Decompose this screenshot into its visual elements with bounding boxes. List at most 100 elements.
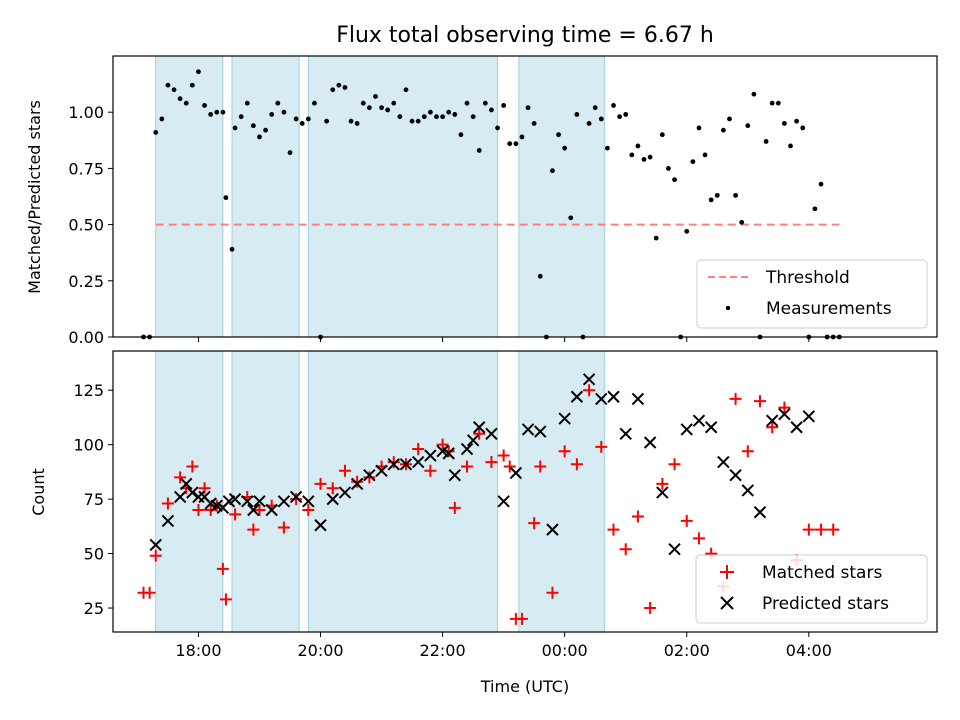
matched-star-point bbox=[277, 521, 290, 534]
measurement-point bbox=[342, 85, 348, 90]
matched-star-point bbox=[607, 523, 620, 536]
measurement-point bbox=[653, 235, 659, 241]
measurement-point bbox=[568, 215, 574, 221]
matched-star-point bbox=[595, 440, 608, 453]
measurement-point bbox=[446, 109, 452, 115]
measurement-point bbox=[348, 118, 354, 124]
measurement-point bbox=[257, 134, 262, 140]
measurement-point bbox=[275, 100, 281, 106]
measurement-point bbox=[452, 112, 458, 117]
measurement-point bbox=[336, 82, 342, 88]
predicted-star-point bbox=[704, 421, 718, 434]
measurement-point bbox=[562, 145, 568, 151]
measurement-point bbox=[373, 94, 378, 99]
bottom-y-tick-label: 50 bbox=[84, 545, 104, 564]
predicted-star-point bbox=[521, 423, 535, 436]
predicted-star-point bbox=[753, 505, 767, 519]
x-tick-label: 02:00 bbox=[664, 641, 710, 660]
bottom-observing-window-2 bbox=[307, 350, 499, 633]
measurement-point bbox=[763, 139, 769, 144]
matched-star-point bbox=[253, 504, 266, 517]
bottom-y-tick-label: 125 bbox=[73, 381, 104, 400]
matched-star-point bbox=[729, 392, 742, 405]
matched-star-point bbox=[473, 427, 486, 440]
matched-star-point bbox=[644, 602, 657, 615]
predicted-star-point bbox=[149, 538, 162, 552]
measurement-point bbox=[684, 228, 690, 234]
threshold-legend-label: Threshold bbox=[765, 268, 850, 288]
matched-star-point bbox=[558, 445, 571, 458]
predicted-star-point bbox=[656, 486, 669, 499]
measurement-point bbox=[794, 118, 800, 124]
measurement-point bbox=[214, 109, 220, 115]
measurement-point bbox=[427, 109, 433, 115]
measurement-point bbox=[183, 100, 189, 106]
measurement-point bbox=[464, 100, 470, 106]
measurement-point bbox=[470, 114, 476, 120]
measurement-point bbox=[592, 105, 598, 111]
measurement-point bbox=[153, 130, 159, 135]
matched-star-point bbox=[149, 549, 162, 562]
predicted-star-point bbox=[387, 458, 400, 471]
predicted-star-point bbox=[595, 392, 608, 406]
matched-star-point bbox=[528, 517, 541, 530]
matched-star-point bbox=[741, 445, 754, 458]
top-y-ticks: 0.00 0.25 0.50 0.75 1.00 bbox=[68, 103, 113, 347]
predicted-star-point bbox=[668, 543, 681, 556]
measurement-point bbox=[366, 105, 372, 111]
predicted-star-point bbox=[363, 468, 376, 482]
top-y-tick-label: 0.25 bbox=[68, 272, 104, 291]
bottom-y-tick-label: 75 bbox=[84, 490, 104, 509]
predicted-star-point bbox=[473, 421, 486, 434]
bottom-legend: Matched stars Predicted stars bbox=[695, 554, 928, 624]
bottom-y-ticks: 25 50 75 100 125 bbox=[73, 381, 113, 618]
predicted-star-point bbox=[277, 495, 291, 508]
matched-stars-legend-label: Matched stars bbox=[762, 563, 882, 583]
measurement-point bbox=[733, 192, 738, 198]
top-legend: Threshold Measurements bbox=[696, 259, 928, 329]
predicted-star-point bbox=[302, 495, 315, 508]
matched-star-point bbox=[448, 501, 461, 514]
predicted-star-point bbox=[466, 434, 480, 447]
predicted-star-point bbox=[741, 484, 754, 497]
measurements-series bbox=[141, 69, 842, 340]
measurement-point bbox=[196, 69, 201, 75]
predicted-star-point bbox=[161, 514, 175, 528]
measurement-point bbox=[208, 112, 214, 117]
measurement-point bbox=[238, 114, 244, 120]
measurement-point bbox=[299, 121, 305, 126]
matched-star-point bbox=[302, 504, 315, 517]
x-tick-label: 22:00 bbox=[420, 641, 466, 660]
measurement-point bbox=[775, 100, 781, 106]
matched-star-point bbox=[351, 475, 364, 488]
top-axes-frame bbox=[112, 55, 938, 338]
predicted-star-point bbox=[778, 407, 791, 421]
predicted-star-point bbox=[375, 464, 388, 478]
measurement-point bbox=[611, 103, 616, 108]
matched-star-point bbox=[161, 497, 174, 510]
predicted-star-point bbox=[790, 421, 803, 434]
measurement-point bbox=[391, 100, 397, 106]
measurements-legend-label: Measurements bbox=[766, 299, 892, 319]
measurement-point bbox=[458, 132, 464, 138]
predicted-star-point bbox=[399, 458, 413, 471]
predicted-star-point bbox=[338, 486, 352, 499]
matched-star-point bbox=[204, 504, 217, 517]
measurement-point bbox=[220, 109, 226, 115]
measurement-point bbox=[379, 105, 384, 111]
measurements-legend-swatch bbox=[725, 305, 731, 311]
matched-star-point bbox=[485, 456, 498, 469]
predicted-star-point bbox=[265, 503, 278, 517]
measurement-point bbox=[739, 219, 745, 225]
measurement-point bbox=[605, 145, 610, 151]
predicted-star-point bbox=[717, 455, 730, 469]
measurement-point bbox=[354, 121, 360, 126]
predicted-star-point bbox=[729, 468, 742, 482]
measurement-point bbox=[360, 100, 366, 106]
measurement-point bbox=[495, 125, 500, 131]
matched-star-point bbox=[326, 482, 339, 495]
predicted-star-point bbox=[558, 412, 571, 425]
measurement-point bbox=[666, 166, 671, 171]
measurement-point bbox=[305, 116, 311, 122]
matched-star-point bbox=[680, 514, 693, 527]
